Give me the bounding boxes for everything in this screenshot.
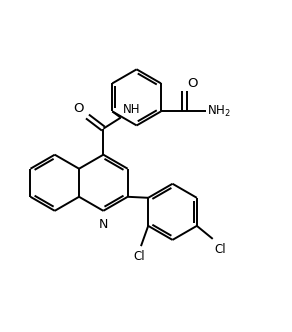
Text: Cl: Cl [134,250,145,263]
Text: NH: NH [123,103,141,116]
Text: N: N [99,217,108,230]
Text: Cl: Cl [214,243,226,256]
Text: NH$_2$: NH$_2$ [207,104,231,119]
Text: O: O [188,77,198,90]
Text: O: O [73,102,84,115]
